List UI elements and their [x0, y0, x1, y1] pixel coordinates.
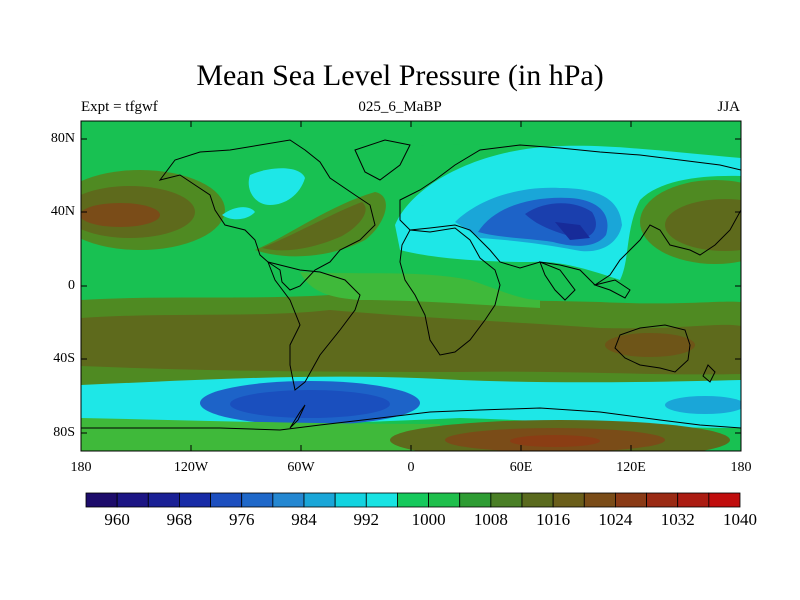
lat-label-40s: 40S [53, 351, 75, 366]
colorbar-swatch [677, 492, 710, 508]
southeast-asia-outline [593, 279, 631, 299]
colorbar-label: 1016 [536, 510, 571, 529]
north-america-outline [158, 139, 376, 291]
colorbar-swatch [334, 492, 367, 508]
antarctic-peninsula-outline [289, 404, 306, 429]
south-america-outline [267, 261, 361, 391]
lat-label-0: 0 [68, 278, 75, 293]
colorbar-swatch [210, 492, 243, 508]
colorbar-label: 1040 [723, 510, 757, 529]
colorbar-swatch [521, 492, 554, 508]
period-label: 025_6_MaBP [358, 99, 442, 115]
africa-outline [399, 227, 501, 356]
greenland-outline [354, 139, 411, 181]
axis-ticks [81, 121, 741, 451]
colorbar-label: 984 [291, 510, 317, 529]
colorbar-label: 968 [166, 510, 193, 529]
north-america-low [248, 168, 305, 205]
antarctica-outline [81, 407, 741, 431]
colorbar-swatch [552, 492, 585, 508]
indian-ocean-high [605, 333, 695, 357]
colorbar-swatch [116, 492, 149, 508]
north-america-low-extension [222, 207, 255, 220]
southern-ocean-low-core [230, 390, 390, 418]
colorbar-swatch [397, 492, 429, 508]
colorbar-swatch [365, 492, 398, 508]
colorbar-swatch [272, 492, 305, 508]
asia-low-minimum [555, 222, 590, 240]
antarctic-high-peak [510, 435, 600, 447]
new-zealand-outline [702, 364, 716, 383]
lon-label-120e: 120E [616, 460, 646, 475]
pacific-southern-low [665, 396, 741, 414]
colorbar [85, 492, 741, 508]
lon-label-180-left: 180 [70, 460, 92, 475]
lon-label-60e: 60E [509, 460, 533, 475]
colorbar-swatch [147, 492, 180, 508]
india-outline [539, 261, 576, 301]
colorbar-swatch [303, 492, 336, 508]
experiment-label: Expt = tfgwf [81, 99, 158, 115]
colorbar-label: 1024 [598, 510, 633, 529]
colorbar-swatch [241, 492, 274, 508]
colorbar-swatch [615, 492, 647, 508]
lon-label-60w: 60W [287, 460, 315, 475]
antarctic-margin [81, 418, 440, 451]
lat-label-80s: 80S [53, 425, 75, 440]
colorbar-label: 960 [104, 510, 130, 529]
colorbar-swatch [85, 492, 118, 508]
colorbar-swatch [459, 492, 492, 508]
colorbar-label: 1008 [473, 510, 508, 529]
north-pacific-high-core [81, 203, 160, 227]
west-pacific-high [665, 199, 741, 251]
colorbar-label: 992 [353, 510, 380, 529]
colorbar-swatch [646, 492, 679, 508]
colorbar-swatch [708, 492, 741, 508]
lat-label-80n: 80N [50, 131, 75, 146]
lon-label-120w: 120W [173, 460, 209, 475]
colorbar-swatch [583, 492, 616, 508]
arctic-band [81, 121, 741, 154]
season-label: JJA [717, 99, 740, 115]
pressure-field [81, 121, 741, 451]
lon-label-0: 0 [407, 460, 415, 475]
colorbar-swatch [428, 492, 461, 508]
eurasia-outline [399, 144, 741, 286]
coastlines [81, 139, 741, 431]
colorbar-label: 976 [228, 510, 255, 529]
colorbar-swatch [179, 492, 211, 508]
map-title: Mean Sea Level Pressure (in hPa) [196, 59, 604, 92]
colorbar-swatch [490, 492, 523, 508]
lon-label-180-right: 180 [730, 460, 752, 475]
tropical-band [300, 272, 540, 308]
lat-label-40n: 40N [50, 204, 75, 219]
colorbar-label: 1032 [660, 510, 695, 529]
colorbar-label: 1000 [411, 510, 446, 529]
southern-high-core [81, 310, 741, 375]
north-atlantic-high [262, 202, 366, 251]
australia-outline [614, 324, 691, 373]
